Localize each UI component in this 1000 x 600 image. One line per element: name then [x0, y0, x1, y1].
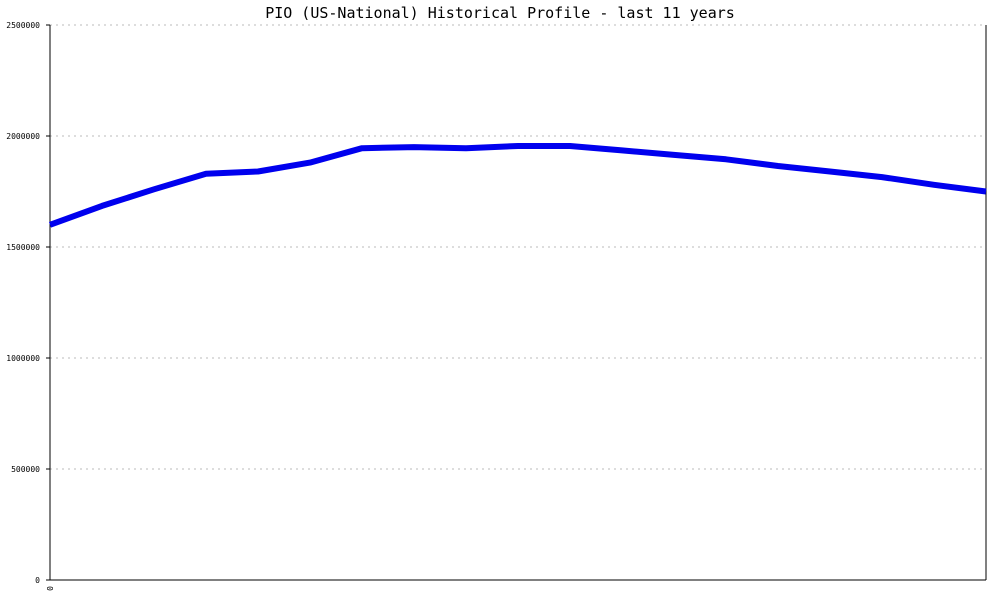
y-tick-label: 2500000 [6, 21, 40, 30]
y-tick-label: 500000 [11, 465, 40, 474]
grid-lines [46, 24, 986, 581]
y-tick-label: 0 [35, 576, 40, 585]
y-tick-labels: 0 500000 1000000 1500000 2000000 2500000 [6, 21, 40, 585]
chart-title: PIO (US-National) Historical Profile - l… [265, 4, 735, 22]
y-tick-label: 2000000 [6, 132, 40, 141]
series-line [48, 143, 987, 228]
y-tick-label: 1500000 [6, 243, 40, 252]
x-tick-labels: 0 [46, 586, 55, 591]
axes [49, 25, 987, 581]
y-tick-label: 1000000 [6, 354, 40, 363]
x-tick-label: 0 [46, 586, 55, 591]
